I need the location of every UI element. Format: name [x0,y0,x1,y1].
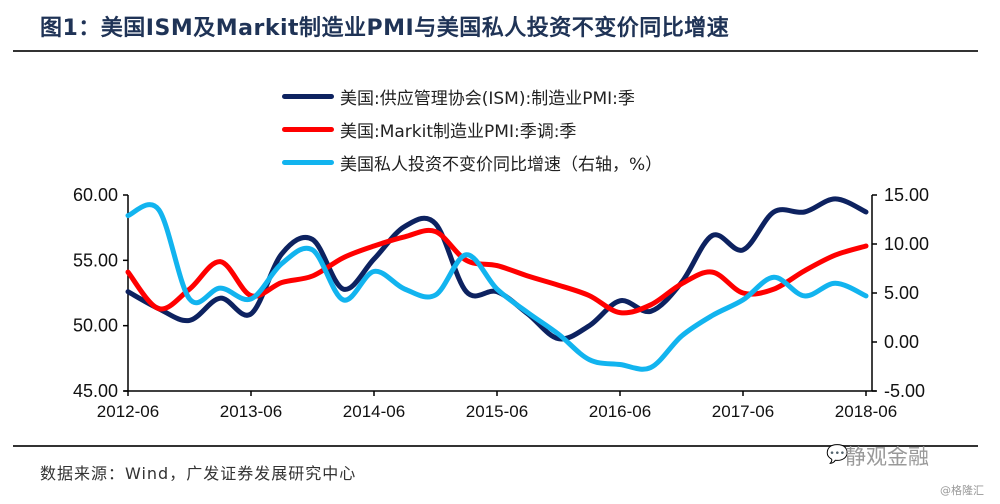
credit: @格隆汇 [940,484,984,497]
x-tick-label: 2015-06 [466,402,528,421]
watermark: 静观金融 [845,445,929,469]
x-tick-label: 2017-06 [712,402,774,421]
y2-tick-label: 5.00 [884,283,919,303]
y-tick-label: 50.00 [73,316,118,336]
legend-swatch-ism [282,94,334,99]
wechat-icon: 💬 [826,444,849,464]
x-tick-label: 2016-06 [589,402,651,421]
series-line-markit [125,227,869,316]
legend-label-ism: 美国:供应管理协会(ISM):制造业PMI:季 [340,89,635,109]
legend-label-invest: 美国私人投资不变价同比增速（右轴，%） [340,155,663,175]
y2-tick-label: 15.00 [884,185,929,205]
legend-swatch-invest [282,160,334,165]
source-note: 数据来源：Wind，广发证券发展研究中心 [40,464,357,483]
source-divider [13,445,978,447]
legend-item-ism: 美国:供应管理协会(ISM):制造业PMI:季 [282,80,662,113]
legend-label-markit: 美国:Markit制造业PMI:季调:季 [340,122,577,142]
legend-swatch-markit [282,127,334,132]
chart-legend: 美国:供应管理协会(ISM):制造业PMI:季 美国:Markit制造业PMI:… [282,80,662,179]
y-tick-label: 60.00 [73,185,118,205]
y-tick-label: 55.00 [73,250,118,270]
y2-tick-label: -5.00 [884,381,925,401]
legend-item-markit: 美国:Markit制造业PMI:季调:季 [282,113,662,146]
y2-tick-label: 0.00 [884,332,919,352]
figure-title: 图1：美国ISM及Markit制造业PMI与美国私人投资不变价同比增速 [40,16,730,41]
y2-tick-label: 10.00 [884,234,929,254]
x-tick-label: 2013-06 [220,402,282,421]
title-divider [13,50,978,52]
x-tick-label: 2018-06 [835,402,897,421]
series-line-invest [125,202,869,372]
legend-item-invest: 美国私人投资不变价同比增速（右轴，%） [282,146,662,179]
y-tick-label: 45.00 [73,381,118,401]
x-tick-label: 2014-06 [343,402,405,421]
x-tick-label: 2012-06 [97,402,159,421]
series-line-ism [125,196,869,342]
